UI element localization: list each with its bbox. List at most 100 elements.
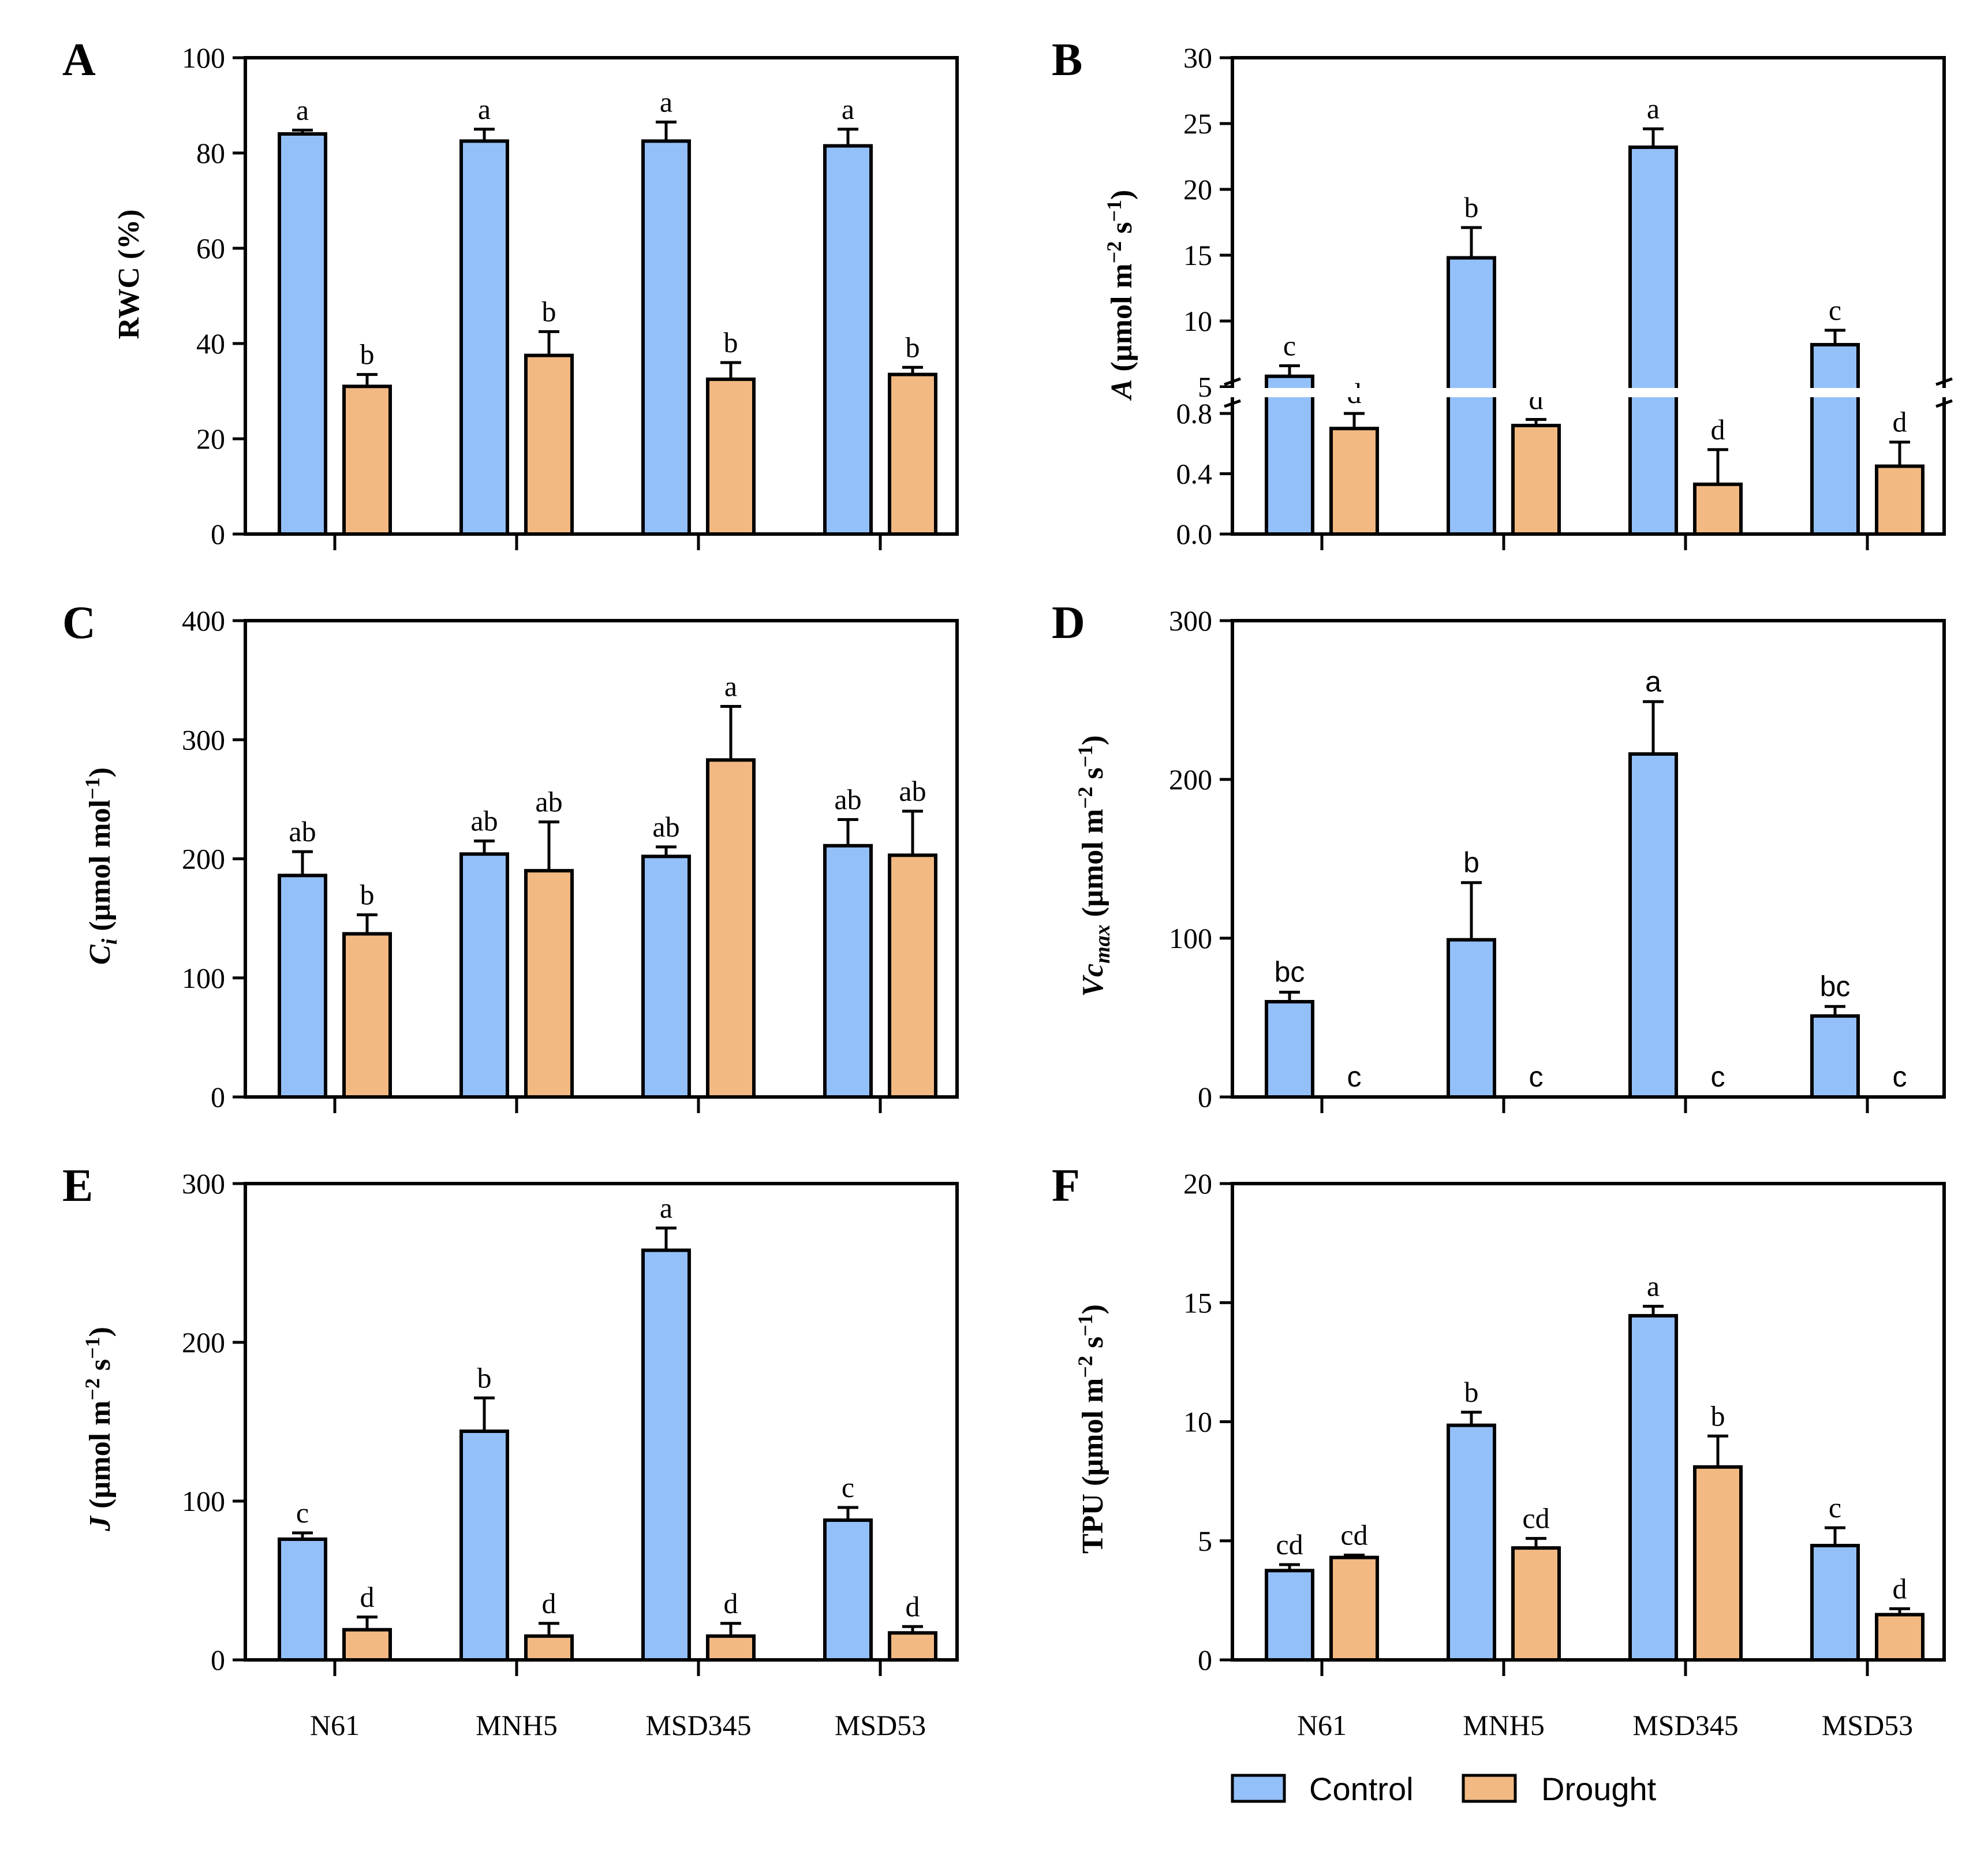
bar-drought	[342, 1628, 392, 1662]
ylabel-d-sup2: −1	[1074, 745, 1097, 768]
axis-break-mark	[1935, 377, 1953, 386]
significance-letter: c	[296, 1496, 309, 1529]
plot-frame	[1231, 56, 1946, 536]
significance-letter: bc	[1820, 970, 1851, 1002]
significance-letter: a	[478, 93, 491, 125]
y-tick-label: 0	[1198, 1644, 1212, 1676]
bar-control	[1265, 1000, 1314, 1099]
bar-drought	[1693, 482, 1743, 536]
y-tick-label: 0	[211, 518, 225, 550]
ylabel-a: RWC (%)	[113, 210, 145, 339]
y-tick-label: 400	[182, 604, 225, 637]
plot-d: 0 100 200 300 bc b a bc c c c c	[1169, 604, 1946, 1113]
ylabel-d-end: )	[1077, 735, 1109, 745]
panel-c: C Ci (µmol mol−1) 0 100 200 300 400 ab ab ab ab b…	[62, 598, 959, 1113]
ylabel-e: J (µmol m−2 s−1)	[81, 1327, 117, 1532]
significance-letter: a	[1647, 1270, 1660, 1302]
significance-letter: b	[1711, 1400, 1725, 1432]
ylabel-b-sup2: −1	[1103, 200, 1126, 222]
bar-control	[278, 1537, 327, 1662]
panel-letter-e: E	[62, 1160, 93, 1211]
significance-letter: ab	[834, 783, 861, 815]
bar-control	[1447, 1423, 1496, 1662]
ylabel-e-unit: (µmol m	[84, 1401, 117, 1516]
legend: Control Drought	[1231, 1771, 1657, 1807]
y-tick-label: 20	[1183, 1167, 1212, 1200]
significance-letter: a	[842, 93, 854, 125]
significance-letter: d	[542, 1587, 556, 1619]
bar-control	[823, 1518, 873, 1662]
ylabel-f-unit: TPU (µmol m	[1077, 1378, 1109, 1554]
ylabel-f: TPU (µmol m−2 s−1)	[1074, 1304, 1109, 1554]
significance-letter: c	[1829, 294, 1841, 326]
ylabel-c-sub: i	[98, 938, 122, 945]
bar-drought	[524, 353, 574, 536]
legend-label-drought: Drought	[1541, 1771, 1657, 1807]
ylabel-c-end: )	[84, 767, 117, 777]
significance-letter: ab	[470, 805, 498, 837]
axis-break-mark	[1935, 399, 1953, 408]
significance-letter: a	[1647, 92, 1660, 125]
y-tick-label: 0.4	[1176, 458, 1213, 490]
bar-drought	[1511, 1546, 1561, 1662]
ylabel-b-unit: (µmol m	[1105, 263, 1138, 379]
bar-drought	[342, 932, 392, 1099]
bar-drought	[888, 372, 937, 536]
bar-drought	[706, 377, 756, 536]
bar-control	[1810, 1544, 1860, 1662]
bar-drought	[342, 385, 392, 536]
ylabel-f-sup2: −1	[1074, 1314, 1097, 1337]
y-tick-label: 100	[182, 42, 225, 74]
ylabel-f-sup1: −2	[1074, 1356, 1097, 1378]
y-tick-label: 0.0	[1176, 518, 1213, 550]
bar-control	[1810, 1014, 1860, 1099]
bar-control	[1628, 752, 1678, 1099]
y-tick-label: 15	[1183, 239, 1212, 271]
significance-letter: b	[542, 295, 556, 327]
significance-letter: ab	[899, 775, 926, 807]
ylabel-d-sub: max	[1090, 924, 1115, 964]
bar-control	[823, 844, 873, 1099]
x-tick-label: N61	[1297, 1709, 1347, 1741]
x-tick-label: MSD53	[1822, 1709, 1913, 1741]
panel-letter-c: C	[62, 598, 96, 648]
ylabel-e-sup1: −2	[81, 1378, 104, 1401]
bar-control	[641, 1248, 691, 1662]
ylabel-e-sup2: −1	[81, 1337, 104, 1359]
x-tick-label: MNH5	[476, 1709, 558, 1741]
ylabel-f-end: )	[1077, 1304, 1109, 1314]
bar-control	[278, 874, 327, 1099]
bar-drought	[888, 853, 937, 1099]
ylabel-c-sup1: −1	[81, 777, 104, 800]
panel-e: E J (µmol m−2 s−1) 0 100 200 300 N61 MNH5 MSD3…	[62, 1160, 959, 1741]
ylabel-e-end: )	[84, 1327, 117, 1337]
significance-letter: d	[1893, 406, 1907, 438]
x-tick-label: MSD345	[645, 1709, 751, 1741]
x-tick-label: MNH5	[1463, 1709, 1545, 1741]
y-tick-label: 10	[1183, 1406, 1212, 1438]
significance-letter: b	[1464, 1376, 1479, 1408]
significance-letter: b	[360, 338, 375, 371]
significance-letter: d	[724, 1587, 738, 1619]
panel-d: D Vcmax (µmol m−2 s−1) 0 100 200 300 bc b a bc c…	[1052, 598, 1946, 1113]
y-tick-label: 20	[1183, 173, 1212, 206]
significance-letter: cd	[1340, 1519, 1367, 1551]
y-tick-label: 300	[1169, 604, 1212, 637]
significance-letter: ab	[652, 811, 679, 843]
y-tick-label: 40	[196, 327, 225, 360]
bar-drought	[1875, 1613, 1925, 1662]
x-tick-label: MSD345	[1632, 1709, 1738, 1741]
significance-letter: c	[842, 1471, 854, 1503]
plot-f: 0 5 10 15 20 N61 MNH5 MSD345 MSD53 cd b a c cd cd b d	[1183, 1167, 1946, 1741]
panel-letter-f: F	[1052, 1160, 1080, 1211]
y-tick-label: 200	[182, 1326, 225, 1359]
y-tick-label: 10	[1183, 305, 1212, 337]
bar-drought	[1693, 1465, 1743, 1662]
ylabel-d-prefix: Vc	[1077, 964, 1109, 997]
axis-break-mark	[1224, 399, 1241, 408]
significance-letter: a	[296, 94, 309, 126]
axis-break-mark	[1224, 377, 1241, 386]
bar-drought	[1329, 427, 1379, 536]
significance-letter: a	[660, 1192, 672, 1224]
